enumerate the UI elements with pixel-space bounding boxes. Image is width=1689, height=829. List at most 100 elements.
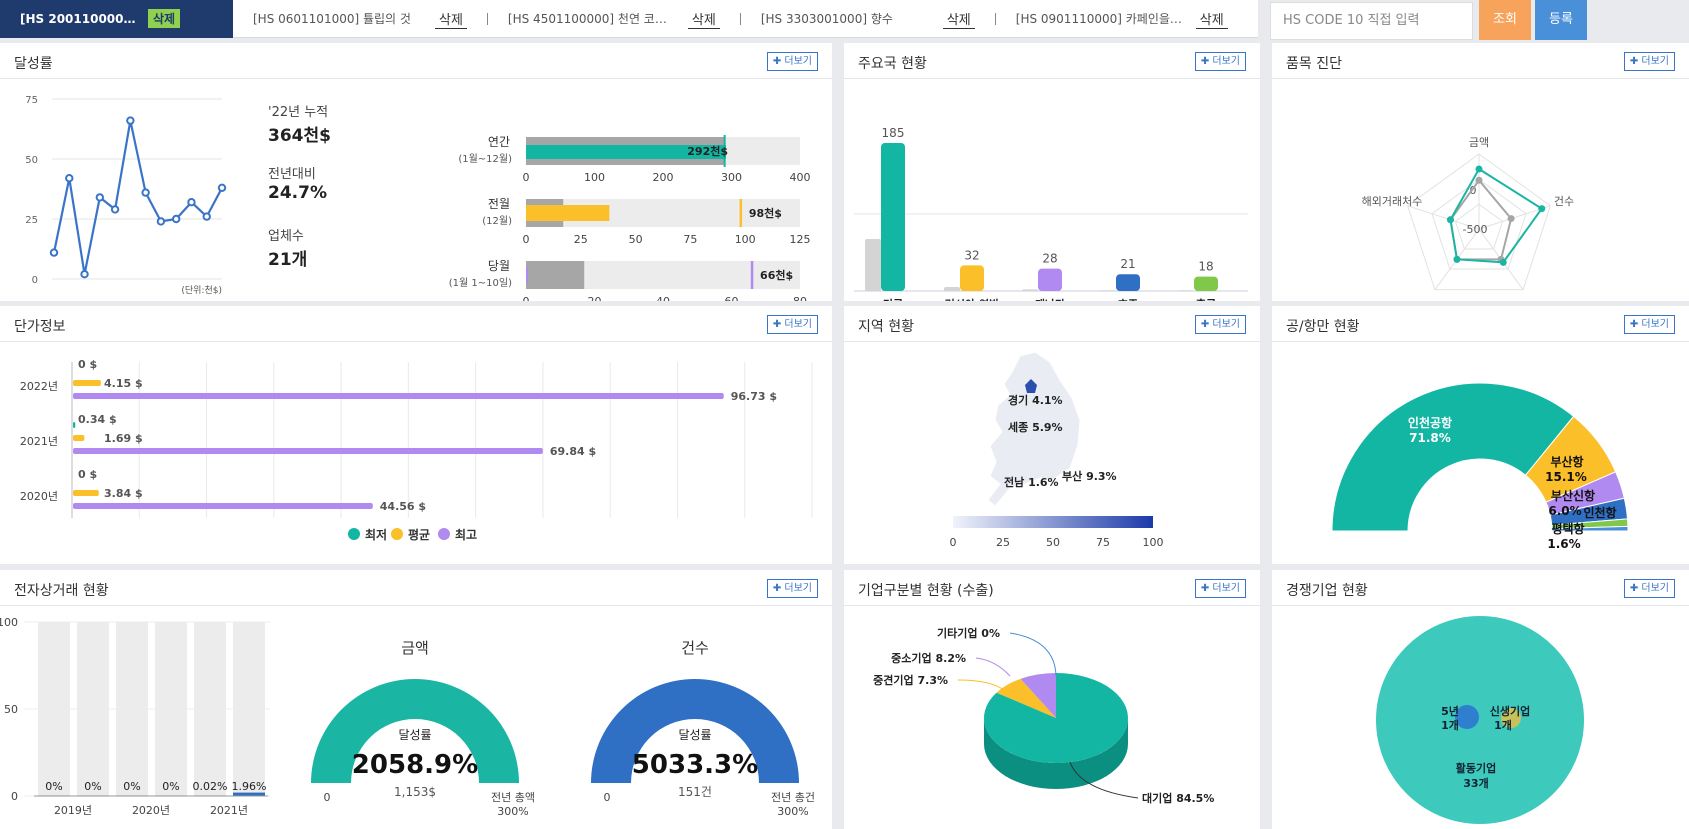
more-label: 더보기	[784, 583, 812, 594]
radar-series-2	[1449, 167, 1544, 264]
more-button[interactable]: ✚ 더보기	[1623, 579, 1675, 598]
bar-value-label: 3.84 $	[104, 487, 143, 500]
y-tick-label: 75	[25, 95, 38, 106]
bar-value-label: 98천$	[749, 206, 782, 220]
more-button[interactable]: ✚ 더보기	[766, 579, 818, 598]
bar-value-label: 21	[1120, 257, 1135, 271]
x-tick-label: 2019년	[54, 804, 92, 817]
more-button[interactable]: ✚ 더보기	[1194, 315, 1246, 334]
bar-value-label: 0%	[84, 780, 101, 793]
bar-value-label: 0%	[123, 780, 140, 793]
bar-tick-label: 0	[523, 295, 530, 301]
bar-tick-label: 0	[523, 233, 530, 246]
pie-depth	[984, 718, 1128, 789]
search-button[interactable]: 조회	[1479, 0, 1531, 40]
bar-track	[155, 622, 187, 796]
region-panel: 지역 현황 ✚ 더보기 경기 4.1% 세종 5.9% 전남 1.6% 부산 9.3%…	[844, 306, 1260, 564]
category-label: 캐나다	[1035, 297, 1066, 301]
panel-header: 단가정보 ✚ 더보기	[0, 306, 832, 342]
achievement-line-chart: 75 50 25 0 (단위:천$)	[25, 95, 227, 296]
bar-최저	[73, 422, 76, 428]
radar-point	[1499, 258, 1507, 266]
bar-value-label: 4.15 $	[104, 377, 143, 390]
bar-평균	[73, 435, 85, 441]
slice-value-label: 6.0%	[1548, 504, 1581, 518]
radar-point	[1475, 176, 1483, 184]
hs-tab-4[interactable]: [HS 0901110000] 카페인을 제... 삭제	[996, 0, 1228, 38]
bar-current	[526, 267, 528, 283]
hs-tab-2[interactable]: [HS 4501100000] 천연 코르크... 삭제	[488, 0, 741, 38]
pie-slice-label: 중견기업 7.3%	[873, 673, 948, 687]
major-countries-chart: 185미국32러시아 연방28캐나다21호주18홍콩20212022(단위:천$…	[854, 126, 1248, 301]
panel-title: 기업구분별 현황 (수출)	[858, 583, 994, 599]
bar-2022	[960, 265, 984, 291]
more-button[interactable]: ✚ 더보기	[1623, 315, 1675, 334]
hs-tab-0[interactable]: [HS 2001100000] 오이류 삭제	[0, 0, 233, 38]
panel-header: 기업구분별 현황 (수출) ✚ 더보기	[844, 570, 1260, 606]
yoy-label: 전년대비	[268, 167, 316, 182]
bar-tick-label: 25	[574, 233, 588, 246]
slice-value-label: 71.8%	[1409, 431, 1451, 445]
bar-track	[38, 622, 70, 796]
y-tick-label: 0	[11, 790, 18, 803]
register-button[interactable]: 등록	[1535, 0, 1587, 40]
bar-value	[233, 792, 265, 796]
y-tick-label: 50	[25, 155, 38, 166]
category-label: 홍콩	[1196, 297, 1216, 301]
bar-tick-label: 50	[629, 233, 643, 246]
bar-row-label: 전월	[488, 197, 510, 211]
bar-value-label: 0%	[162, 780, 179, 793]
more-button[interactable]: ✚ 더보기	[1623, 52, 1675, 71]
more-button[interactable]: ✚ 더보기	[1194, 579, 1246, 598]
category-label: 2022년	[20, 380, 58, 393]
tab-divider	[994, 12, 996, 25]
bar-value-label: 0 $	[78, 358, 97, 371]
hs-tab-3[interactable]: [HS 3303001000] 향수 삭제	[741, 0, 996, 38]
donut-slice	[1551, 525, 1629, 532]
delete-button[interactable]: 삭제	[435, 9, 467, 29]
panel-title: 달성률	[14, 56, 53, 72]
bar-track	[194, 622, 226, 796]
pie-leader-line	[975, 657, 1011, 677]
radar-grid	[1407, 153, 1551, 291]
slice-name-label: 부산신항	[1551, 488, 1595, 503]
radar-point	[1453, 255, 1461, 263]
legend-label: 최저	[365, 527, 387, 542]
hs-tab-label: [HS 0901110000] 카페인을 제...	[1015, 12, 1184, 26]
panel-title: 공/항만 현황	[1286, 319, 1360, 335]
category-label: 호주	[1118, 297, 1138, 301]
more-button[interactable]: ✚ 더보기	[766, 52, 818, 71]
pie-slice-label: 기타기업 0%	[937, 626, 1000, 640]
bar-tick-label: 20	[588, 295, 602, 301]
pie-slice-label: 중소기업 8.2%	[891, 651, 966, 665]
more-label: 더보기	[1641, 56, 1669, 67]
more-button[interactable]: ✚ 더보기	[766, 315, 818, 334]
y-tick-label: 50	[4, 703, 18, 716]
delete-button[interactable]: 삭제	[942, 9, 975, 29]
scale-tick-label: 75	[1096, 536, 1110, 549]
gauge-amount-rate-label: 달성률	[398, 728, 431, 742]
radar-point	[1475, 165, 1483, 173]
bar-value-label: 292천$	[687, 144, 728, 158]
bar-value-label: 96.73 $	[731, 390, 777, 403]
delete-button[interactable]: 삭제	[148, 9, 181, 28]
hs-tabs: [HS 2001100000] 오이류 삭제 [HS 0601101000] 튤…	[0, 0, 1258, 38]
ecommerce-panel: 전자상거래 현황 ✚ 더보기 100 50 0 0% 0% 0% 0% 0.02% 1.96% 2…	[0, 570, 832, 829]
hs-code-input[interactable]: HS CODE 10 직접 입력	[1270, 2, 1473, 40]
panel-title: 주요국 현황	[858, 56, 927, 72]
scale-tick-label: 0	[950, 536, 957, 549]
delete-button[interactable]: 삭제	[1195, 9, 1228, 29]
radar-grid	[1431, 178, 1527, 270]
data-point	[95, 193, 105, 202]
hs-tab-1[interactable]: [HS 0601101000] 튤립의 것 삭제	[233, 0, 488, 38]
region-label: 세종 5.9%	[1008, 420, 1063, 434]
bar-value-label: 28	[1042, 252, 1057, 266]
delete-button[interactable]: 삭제	[687, 9, 720, 29]
gauge-count-value: 5033.3%	[632, 750, 758, 780]
bar-최고	[73, 393, 724, 399]
x-tick-label: 2021년	[210, 804, 248, 817]
bar-2021	[944, 287, 960, 291]
gauge-amount-right-value: 300%	[497, 805, 528, 818]
bar-tick-label: 0	[523, 171, 530, 184]
more-button[interactable]: ✚ 더보기	[1194, 52, 1246, 71]
